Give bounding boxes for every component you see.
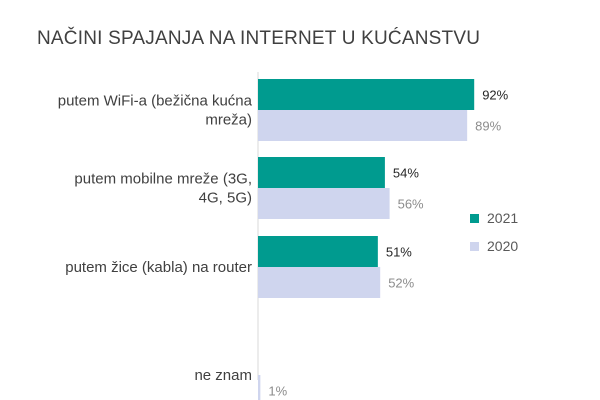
legend-label-2021: 2021	[487, 210, 519, 226]
bar-2021	[258, 236, 378, 267]
bar-2021	[258, 157, 385, 188]
category-label: putem WiFi-a (bežična kućna	[58, 93, 253, 110]
bar-2021	[258, 79, 475, 110]
bar-2020	[258, 188, 390, 219]
category-label: 4G, 5G)	[199, 190, 252, 207]
bar-2020	[258, 375, 261, 400]
chart-title: NAČINI SPAJANJA NA INTERNET U KUĆANSTVU	[37, 28, 481, 49]
data-label-2021: 54%	[393, 166, 419, 181]
data-label-2021: 51%	[386, 245, 412, 260]
category-label: putem žice (kabla) na router	[65, 259, 252, 276]
legend-item-2021: 2021	[470, 204, 518, 232]
data-label-2020: 56%	[398, 197, 424, 212]
legend-swatch-2021	[470, 213, 479, 223]
bar-2020	[258, 267, 381, 298]
data-label-2020: 52%	[388, 276, 414, 291]
legend-label-2020: 2020	[487, 238, 519, 254]
category-label: ne znam	[194, 367, 252, 384]
legend-swatch-2020	[470, 241, 479, 251]
category-label: mreža)	[205, 112, 252, 129]
bar-2020	[258, 110, 468, 141]
data-label-2021: 92%	[482, 88, 508, 103]
legend: 2021 2020	[470, 204, 518, 260]
legend-item-2020: 2020	[470, 232, 518, 260]
category-label: putem mobilne mreže (3G,	[74, 171, 252, 188]
data-label-2020: 89%	[475, 119, 501, 134]
data-label-2020: 1%	[268, 384, 287, 399]
